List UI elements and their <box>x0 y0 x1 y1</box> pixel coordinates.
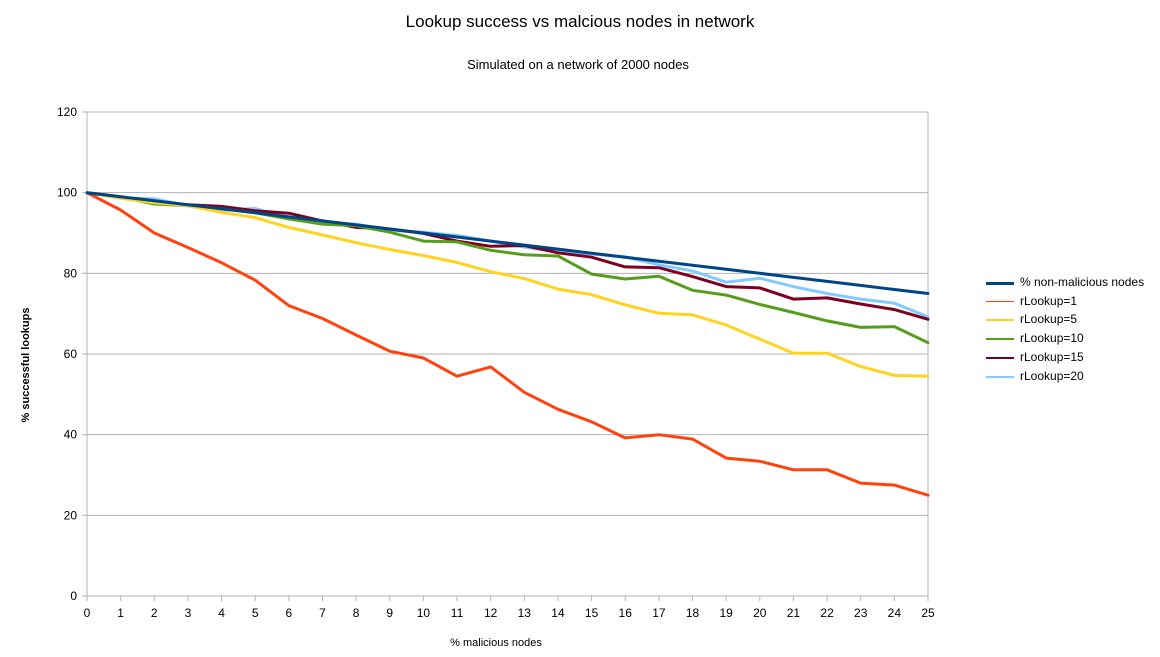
y-axis-label: % successful lookups <box>20 307 32 423</box>
x-tick-label: 14 <box>551 606 565 620</box>
y-tick-label: 20 <box>64 508 78 522</box>
series-line-3 <box>85 191 930 345</box>
legend-swatch <box>986 319 1014 322</box>
x-tick-label: 5 <box>252 606 259 620</box>
x-tick-label: 11 <box>451 606 464 620</box>
x-tick-label: 12 <box>484 606 498 620</box>
x-axis-label: % malicious nodes <box>450 637 542 649</box>
y-tick-label: 100 <box>57 186 77 200</box>
x-tick-label: 17 <box>652 606 666 620</box>
legend-swatch <box>986 300 1014 302</box>
legend-label: rLookup=20 <box>1020 368 1084 383</box>
x-tick-label: 4 <box>218 606 225 620</box>
y-tick-label: 0 <box>70 589 77 603</box>
legend-label: rLookup=5 <box>1020 312 1078 327</box>
x-axis-ticks: 0 1 2 3 4 5 6 7 8 9 10 11 12 13 14 15 16 17 18 19 20 21 22 23 24… <box>84 596 935 620</box>
x-tick-label: 22 <box>820 606 834 620</box>
x-tick-label: 7 <box>319 606 326 620</box>
legend-label: rLookup=1 <box>1020 293 1078 308</box>
x-tick-label: 21 <box>787 606 801 620</box>
legend-swatch <box>986 356 1014 359</box>
chart-subtitle: Simulated on a network of 2000 nodes <box>467 57 689 72</box>
y-tick-label: 80 <box>64 266 78 280</box>
x-tick-label: 3 <box>185 606 192 620</box>
x-tick-label: 25 <box>921 606 935 620</box>
series-lines <box>85 191 930 497</box>
series-line-1 <box>85 191 930 497</box>
y-tick-label: 40 <box>64 428 78 442</box>
chart-title: Lookup success vs malcious nodes in netw… <box>405 12 755 31</box>
x-tick-label: 6 <box>285 606 292 620</box>
y-axis-ticks: 0 20 40 60 80 100 120 <box>57 105 87 603</box>
x-tick-label: 2 <box>151 606 158 620</box>
x-tick-label: 19 <box>719 606 733 620</box>
x-tick-label: 23 <box>854 606 868 620</box>
legend-label: rLookup=10 <box>1020 331 1084 346</box>
x-tick-label: 0 <box>84 606 91 620</box>
legend-swatch <box>986 282 1014 285</box>
x-tick-label: 10 <box>417 606 431 620</box>
legend-swatch <box>986 375 1014 378</box>
legend-label: % non-malicious nodes <box>1020 275 1145 289</box>
legend-label: rLookup=15 <box>1020 349 1084 364</box>
y-tick-label: 60 <box>64 347 78 361</box>
x-tick-label: 24 <box>888 606 902 620</box>
series-line-4 <box>85 191 930 321</box>
x-tick-label: 15 <box>585 606 599 620</box>
legend-swatch <box>986 338 1014 341</box>
x-tick-label: 16 <box>619 606 633 620</box>
x-tick-label: 13 <box>518 606 532 620</box>
x-tick-label: 18 <box>686 606 700 620</box>
x-tick-label: 20 <box>753 606 767 620</box>
x-tick-label: 1 <box>117 606 124 620</box>
x-tick-label: 8 <box>353 606 360 620</box>
grid-lines <box>86 111 929 597</box>
series-line-0 <box>85 191 930 295</box>
series-line-2 <box>85 191 930 378</box>
x-tick-label: 9 <box>386 606 393 620</box>
y-tick-label: 120 <box>57 105 77 119</box>
